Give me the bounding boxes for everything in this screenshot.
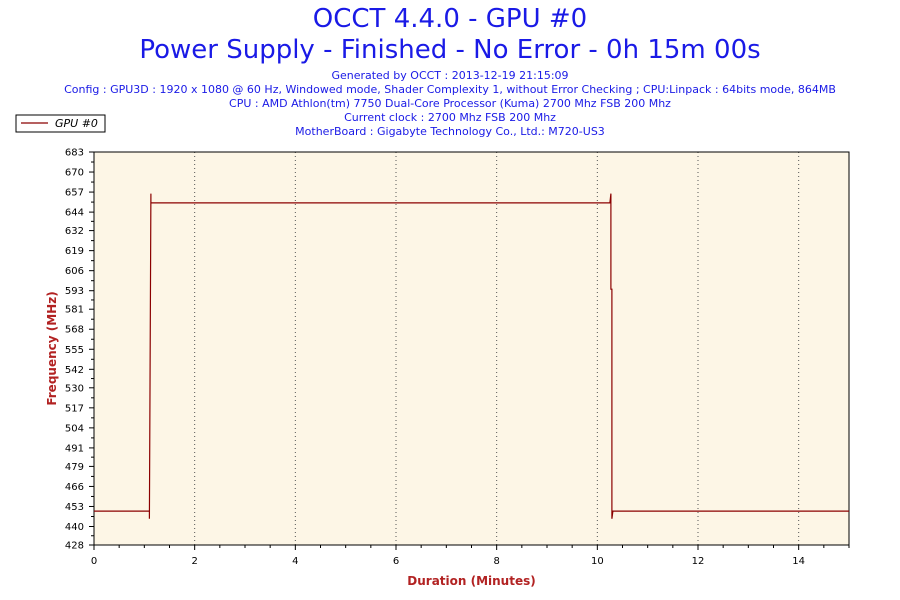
y-tick-label: 504	[65, 423, 84, 434]
plot-area	[94, 152, 849, 545]
y-tick-label: 479	[65, 462, 84, 473]
y-tick-label: 542	[65, 365, 84, 376]
x-tick-label: 10	[591, 556, 604, 567]
chart-title: OCCT 4.4.0 - GPU #0	[312, 4, 588, 34]
chart-subtitle: Power Supply - Finished - No Error - 0h …	[139, 35, 761, 65]
x-tick-label: 0	[91, 556, 97, 567]
x-axis-label: Duration (Minutes)	[407, 574, 535, 588]
legend-box	[15, 114, 106, 133]
info-clock: Current clock : 2700 Mhz FSB 200 Mhz	[344, 111, 556, 124]
legend-label: GPU #0	[55, 117, 98, 130]
y-tick-label: 593	[65, 286, 84, 297]
x-tick-label: 8	[493, 556, 499, 567]
x-tick-label: 14	[792, 556, 805, 567]
x-tick-label: 2	[191, 556, 197, 567]
y-tick-label: 606	[65, 266, 84, 277]
y-tick-label: 491	[65, 443, 84, 454]
y-tick-label: 440	[65, 522, 84, 533]
x-tick-label: 12	[692, 556, 705, 567]
x-tick-label: 6	[393, 556, 399, 567]
y-tick-label: 568	[65, 325, 84, 336]
y-tick-label: 453	[65, 502, 84, 513]
y-tick-label: 619	[65, 246, 84, 257]
info-config: Config : GPU3D : 1920 x 1080 @ 60 Hz, Wi…	[64, 83, 836, 96]
y-axis-label: Frequency (MHz)	[45, 291, 59, 405]
y-tick-label: 657	[65, 188, 84, 199]
y-tick-label: 555	[65, 345, 84, 356]
y-tick-label: 466	[65, 482, 84, 493]
info-cpu: CPU : AMD Athlon(tm) 7750 Dual-Core Proc…	[229, 97, 671, 110]
y-tick-label: 683	[65, 148, 84, 159]
y-tick-label: 428	[65, 541, 84, 552]
series-line-gpu0	[94, 193, 849, 519]
info-generated: Generated by OCCT : 2013-12-19 21:15:09	[331, 69, 569, 82]
y-tick-label: 632	[65, 226, 84, 237]
y-tick-label: 644	[65, 208, 84, 219]
x-tick-label: 4	[292, 556, 298, 567]
y-tick-label: 530	[65, 383, 84, 394]
y-tick-label: 581	[65, 305, 84, 316]
info-motherboard: MotherBoard : Gigabyte Technology Co., L…	[295, 125, 605, 138]
y-tick-label: 670	[65, 168, 84, 179]
y-tick-label: 517	[65, 403, 84, 414]
